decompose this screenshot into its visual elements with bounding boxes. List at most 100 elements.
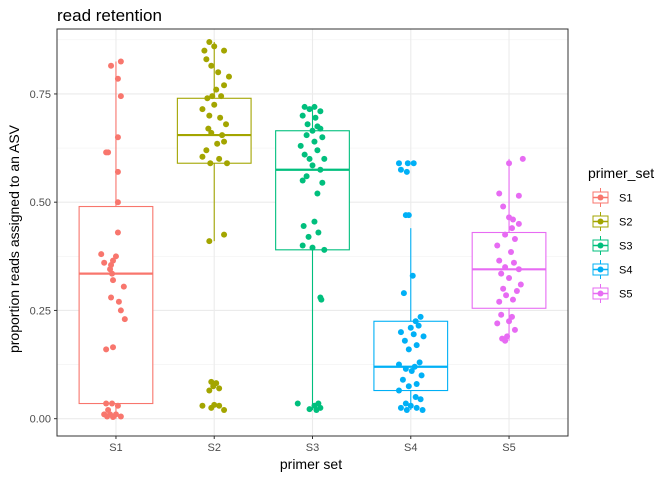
data-point (203, 56, 210, 63)
data-point (496, 298, 503, 305)
data-point (311, 138, 318, 145)
data-point (117, 413, 124, 420)
box-body (176, 97, 252, 164)
points-S1 (98, 58, 128, 420)
data-point (211, 101, 218, 108)
data-point (502, 337, 509, 344)
data-point (211, 43, 218, 50)
legend-item-S4: S4 (590, 259, 632, 280)
data-point (206, 38, 213, 45)
data-point (413, 404, 420, 411)
data-point (318, 296, 325, 303)
data-point (216, 385, 223, 392)
legend: primer_set S1 S2 S3 S4 S5 (588, 165, 654, 304)
data-point (508, 313, 515, 320)
data-point (305, 233, 312, 240)
data-point (519, 155, 526, 162)
data-point (395, 361, 402, 368)
data-point (506, 160, 513, 167)
data-point (109, 270, 116, 277)
data-point (319, 179, 326, 186)
data-point (214, 140, 221, 147)
legend-title: primer_set (588, 165, 654, 181)
data-point (216, 402, 223, 409)
data-point (515, 220, 522, 227)
data-point (208, 404, 215, 411)
data-point (294, 400, 301, 407)
data-point (199, 153, 206, 160)
data-point (110, 413, 117, 420)
data-point (418, 372, 425, 379)
data-point (409, 272, 416, 279)
data-point (321, 155, 328, 162)
y-tick-label: 0.25 (30, 305, 51, 317)
data-point (413, 342, 420, 349)
data-point (510, 259, 517, 266)
chart-title: read retention (57, 6, 162, 25)
data-point (400, 290, 407, 297)
data-point (210, 383, 217, 390)
data-point (206, 238, 213, 245)
data-point (506, 274, 513, 281)
data-point (511, 326, 518, 333)
data-point (205, 125, 212, 132)
data-point (411, 363, 418, 370)
data-point (306, 406, 313, 413)
data-point (309, 162, 316, 169)
data-point (311, 103, 318, 110)
legend-key-point (597, 218, 604, 225)
data-point (300, 223, 307, 230)
data-point (114, 168, 121, 175)
data-point (515, 192, 522, 199)
data-point (206, 387, 213, 394)
data-point (103, 400, 110, 407)
data-point (494, 320, 501, 327)
data-point (301, 103, 308, 110)
data-point (208, 129, 215, 136)
y-tick-label: 0.50 (30, 197, 51, 209)
data-point (108, 62, 115, 69)
data-point (319, 134, 326, 141)
data-point (313, 407, 320, 414)
data-point (306, 155, 313, 162)
data-point (299, 112, 306, 119)
data-point (315, 229, 322, 236)
data-point (508, 225, 515, 232)
data-point (309, 127, 316, 134)
data-point (218, 93, 225, 100)
y-tick-label: 0.75 (30, 89, 51, 101)
points-S4 (395, 160, 427, 414)
data-point (511, 235, 518, 242)
points-layer (98, 38, 526, 420)
data-point (204, 95, 211, 102)
data-point (109, 400, 116, 407)
data-point (112, 253, 119, 260)
data-point (496, 190, 503, 197)
box-body (373, 320, 449, 392)
data-point (217, 114, 224, 121)
legend-item-S1: S1 (590, 187, 632, 208)
data-point (101, 259, 108, 266)
data-point (104, 413, 111, 420)
data-point (405, 346, 412, 353)
data-point (399, 376, 406, 383)
data-point (216, 155, 223, 162)
data-point (515, 266, 522, 273)
data-point (121, 316, 128, 323)
data-point (397, 329, 404, 336)
data-point (397, 166, 404, 173)
points-S5 (494, 155, 526, 344)
data-point (405, 212, 412, 219)
data-point (503, 292, 510, 299)
data-point (110, 277, 117, 284)
x-tick-label: S5 (502, 442, 515, 454)
data-point (117, 307, 124, 314)
data-point (402, 365, 409, 372)
data-point (410, 331, 417, 338)
data-point (317, 108, 324, 115)
data-point (317, 166, 324, 173)
data-point (500, 203, 507, 210)
data-point (317, 125, 324, 132)
data-point (304, 121, 311, 128)
data-point (395, 160, 402, 167)
